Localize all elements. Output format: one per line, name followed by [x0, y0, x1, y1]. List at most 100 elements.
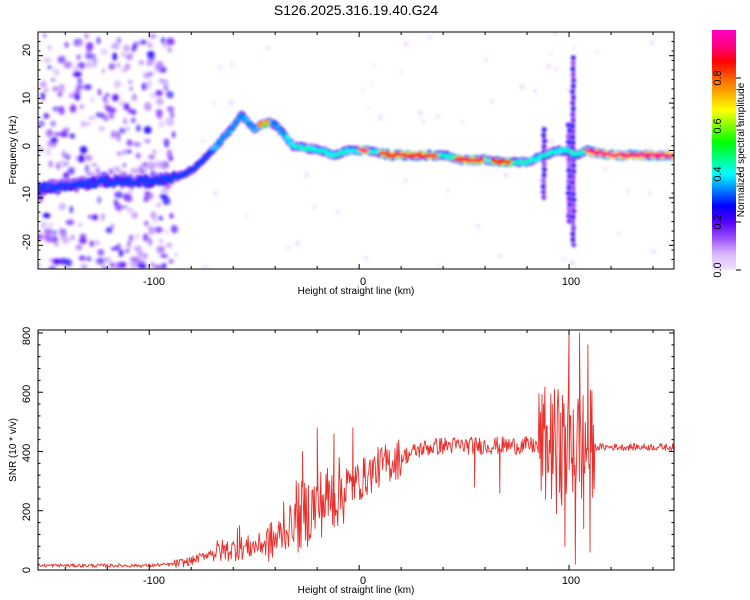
spectrogram-noise-blob [76, 83, 84, 90]
spectrogram-noise-blob [85, 52, 94, 60]
colorbar-tick-label: 0.4 [712, 166, 724, 181]
spectrogram-noise-blob [62, 127, 70, 132]
spectrogram-noise-blob [102, 264, 107, 269]
colorbar-label: Normalized spectral amplitude [736, 82, 747, 217]
spectrogram-ticks [38, 31, 674, 270]
spectrogram-noise-blob [173, 251, 178, 257]
spectrogram-noise-blob [38, 120, 45, 128]
snr-panel: -100 0 100 0 200 400 600 800 Height of s… [8, 327, 675, 596]
spectrogram-noise-blob [140, 170, 146, 175]
spectrogram-noise-blob [38, 197, 44, 203]
colorbar-tick-label: 0.8 [712, 70, 724, 85]
spectrogram-noise-blob [519, 84, 525, 90]
spectrogram-ridge-blob [204, 154, 211, 159]
colorbar-tick-label: 0.6 [712, 118, 724, 133]
spectrogram-noise-blob [38, 262, 41, 268]
spectrogram-noise-blob [151, 262, 155, 268]
spectrogram-noise-blob [76, 54, 81, 60]
spectrogram-noise-blob [245, 214, 248, 217]
spectrogram-ridge-blob [216, 141, 223, 146]
spectrogram-streak-blob [570, 100, 575, 106]
spectrogram-noise-blob [161, 196, 171, 206]
spectrogram-noise-blob [648, 190, 652, 196]
spectrogram-streak-blob [570, 106, 576, 112]
spectrogram-ridge-blob [52, 188, 58, 193]
spectrogram-noise-blob [54, 242, 59, 247]
spectrogram-ridge-blob [94, 181, 100, 186]
spectrogram-noise-blob [47, 65, 52, 69]
spectrogram-noise-blob [129, 141, 136, 146]
spectrogram-ridge-blob [151, 181, 157, 186]
spectrogram-noise-blob [156, 97, 164, 106]
spectrogram-noise-blob [50, 78, 56, 82]
spectrogram-noise-blob [476, 223, 480, 229]
spectrogram-noise-blob [134, 245, 143, 252]
spectrogram-noise-blob [43, 32, 47, 39]
spectrogram-noise-blob [121, 52, 125, 57]
spectrogram-noise-blob [59, 232, 64, 238]
spectrogram-noise-blob [114, 202, 121, 211]
spectrogram-noise-blob [49, 139, 56, 143]
spectrogram-noise-blob [147, 59, 154, 66]
spectrogram-noise-blob [138, 263, 148, 269]
spectrogram-noise-blob [91, 163, 98, 167]
spectrogram-noise-blob [124, 63, 131, 70]
spectrogram-streak-blob [566, 179, 572, 184]
spectrogram-noise-blob [166, 37, 175, 46]
spectrogram-noise-blob [57, 159, 66, 169]
spectrogram-streak-blob [541, 144, 547, 149]
snr-frame [37, 329, 675, 571]
spectrogram-noise-blob [80, 120, 87, 128]
spectrogram-x-tick-label: 0 [360, 276, 366, 288]
spectrogram-noise-blob [69, 104, 77, 113]
spectrogram-noise-blob [159, 238, 163, 244]
spectrogram-noise-blob [158, 121, 166, 128]
spectrogram-noise-blob [44, 58, 53, 62]
spectrogram-noise-blob [666, 240, 670, 246]
spectrogram-streak-blob [570, 72, 576, 77]
spectrogram-noise-blob [166, 242, 173, 248]
spectrogram-noise-blob [549, 52, 554, 55]
spectrogram-noise-blob [163, 228, 169, 235]
spectrogram-streak-blob [570, 237, 576, 242]
spectrogram-ridge-blob [164, 175, 171, 179]
spectrogram-noise-blob [367, 105, 370, 110]
spectrogram-noise-blob [295, 240, 300, 246]
spectrogram-ridge-blob [154, 176, 160, 180]
spectrogram-noise-blob [166, 149, 173, 158]
spectrogram-streak-blob [566, 185, 572, 190]
spectrogram-noise-blob [43, 229, 53, 234]
spectrogram-streak-blob [570, 135, 576, 140]
spectrogram-ridge-blob [248, 123, 255, 128]
spectrogram-ridge-blob [122, 181, 129, 185]
spectrogram-noise-blob [57, 203, 65, 211]
spectrogram-noise-blob [136, 40, 143, 46]
spectrogram-streak-blob [570, 220, 575, 225]
spectrogram-streak-blob [565, 191, 571, 196]
spectrogram-noise-blob [80, 263, 87, 269]
spectrogram-ridge-blob [275, 125, 281, 129]
spectrogram-streak-blob [541, 133, 547, 138]
spectrogram-noise-blob [127, 208, 131, 213]
spectrogram-noise-blob [85, 171, 95, 177]
spectrogram-noise-blob [52, 86, 59, 91]
spectrogram-noise-blob [152, 150, 156, 154]
spectrogram-noise-blob [96, 36, 101, 45]
spectrogram-streak-blob [571, 226, 577, 231]
spectrogram-noise-blob [138, 60, 145, 65]
snr-y-axis-label: SNR (10 * v/v) [8, 418, 19, 482]
spectrogram-noise-blob [42, 78, 46, 86]
spectrogram-noise-blob [230, 62, 235, 66]
spectrogram-noise-blob [84, 32, 89, 40]
spectrogram-noise-blob [78, 62, 86, 70]
spectrogram-streak-blob [570, 66, 576, 72]
spectrogram-noise-blob [59, 131, 69, 138]
spectrogram-noise-blob [105, 227, 113, 234]
spectrogram-noise-blob [148, 161, 153, 170]
spectrogram-noise-blob [145, 191, 149, 197]
spectrogram-noise-blob [168, 259, 174, 264]
spectrogram-noise-blob [156, 245, 166, 254]
spectrogram-y-tick-labels: 20 10 0 -10 -20 [21, 44, 33, 250]
spectrogram-streak-blob [569, 180, 575, 185]
spectrogram-noise-blob [124, 197, 133, 202]
